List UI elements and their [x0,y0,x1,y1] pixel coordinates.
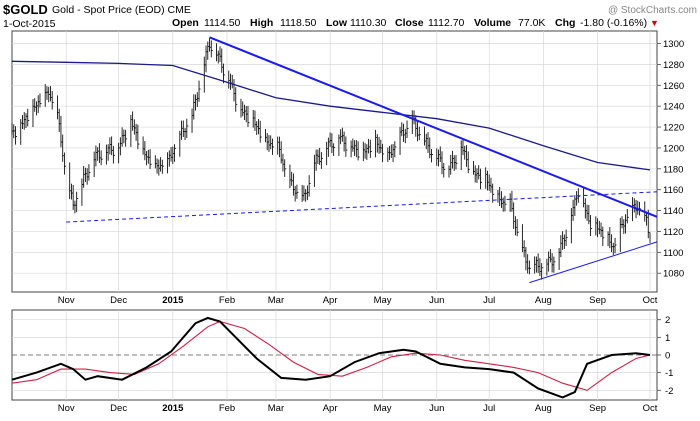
price-x-tick-label: Aug [535,295,552,306]
macd-x-tick-label: Feb [219,403,235,414]
macd-y-tick-label: -2 [665,386,673,397]
macd-x-tick-label: Nov [58,403,75,414]
macd-y-tick-label: 1 [665,333,670,344]
trendline-dashed [66,191,658,223]
volume-label: Volume [474,17,511,29]
macd-y-axis: 2 1 0 -1 -2 [657,315,673,397]
macd-x-tick-label: Sep [589,403,606,414]
macd-line [11,316,651,399]
open-value: 1114.50 [204,17,241,29]
high-value: 1118.50 [280,17,317,29]
macd-x-tick-label: Oct [643,403,658,414]
date-label: 1-Oct-2015 [3,18,56,30]
price-y-tick-label: 1160 [663,185,683,196]
price-y-tick-label: 1100 [663,248,683,259]
high-label: High [250,17,273,29]
price-panel-frame [11,30,658,293]
macd-x-tick-label: Apr [323,403,338,414]
trendline-solid-thin [529,241,658,284]
price-y-tick-label: 1200 [663,143,684,154]
price-y-tick-label: 1260 [663,81,684,92]
macd-x-axis: Nov Dec 2015 Feb Mar Apr May Jun Jul Aug Sep Oct [58,403,658,414]
price-bars [11,38,651,280]
price-x-tick-label: May [374,295,392,306]
symbol-label: $GOLD [3,2,48,17]
down-arrow-icon: ▼ [650,18,659,28]
close-value: 1112.70 [428,17,465,29]
price-x-tick-label: Mar [268,295,284,306]
macd-panel: 2 1 0 -1 -2 Nov Dec 2015 Feb Mar Apr May Jun Jul Aug S… [11,309,673,414]
price-panel: 1080 1100 1120 1140 1160 1180 1200 1220 1240 1260… [11,30,684,306]
description-label: Gold - Spot Price (EOD) CME [52,4,191,16]
macd-y-tick-label: 2 [665,315,670,326]
moving-average-line [11,60,651,171]
low-label: Low [326,17,348,29]
macd-x-tick-label: 2015 [162,403,184,414]
macd-y-tick-label: 0 [665,351,670,362]
close-label: Close [395,17,424,29]
macd-x-tick-label: Aug [535,403,552,414]
chg-label: Chg [555,17,575,29]
price-x-tick-label: Dec [110,295,127,306]
price-x-tick-label: Jul [483,295,495,306]
low-value: 1110.30 [350,17,387,29]
open-label: Open [172,17,199,29]
price-y-tick-label: 1120 [663,227,683,238]
price-x-tick-label: Feb [219,295,235,306]
watermark-label: @ StockCharts.com [608,5,697,16]
price-x-tick-label: 2015 [162,295,184,306]
macd-y-tick-label: -1 [665,368,673,379]
price-x-tick-label: Oct [643,295,658,306]
price-x-tick-label: Nov [58,295,75,306]
price-y-tick-label: 1240 [663,102,684,113]
price-y-tick-label: 1280 [663,60,684,71]
price-y-tick-label: 1220 [663,123,684,134]
macd-x-tick-label: May [374,403,392,414]
price-y-tick-label: 1300 [663,39,684,50]
price-y-tick-label: 1140 [663,206,683,217]
price-y-tick-label: 1080 [663,269,684,280]
price-x-tick-label: Sep [589,295,606,306]
trendline-solid [209,36,658,218]
macd-x-tick-label: Jun [429,403,444,414]
price-y-tick-label: 1180 [663,164,683,175]
trendlines [66,36,658,284]
macd-x-tick-label: Dec [110,403,127,414]
price-x-tick-label: Apr [323,295,338,306]
price-y-axis: 1080 1100 1120 1140 1160 1180 1200 1220 1240 1260… [657,39,684,280]
price-x-axis: Nov Dec 2015 Feb Mar Apr May Jun Jul Aug Sep Oct [58,295,658,306]
price-x-tick-label: Jun [429,295,444,306]
chg-value: -1.80 (-0.16%) [580,17,647,29]
macd-x-tick-label: Jul [483,403,495,414]
volume-value: 77.0K [518,17,545,29]
macd-x-tick-label: Mar [268,403,284,414]
